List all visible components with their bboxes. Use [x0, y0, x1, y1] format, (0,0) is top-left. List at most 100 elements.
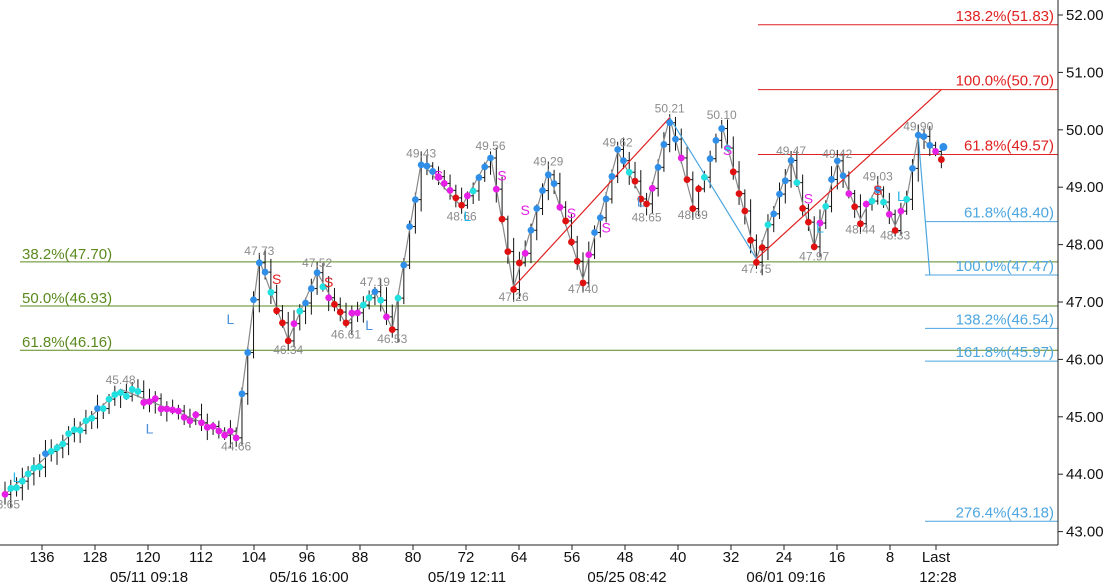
swing-line-3: [917, 135, 931, 276]
indicator-dot: [764, 221, 772, 229]
indicator-dot: [822, 202, 830, 210]
indicator-dot: [70, 426, 78, 434]
indicator-dot: [521, 249, 529, 257]
signal-L-1: L: [146, 420, 154, 436]
indicator-dot: [637, 195, 645, 203]
indicator-dot: [683, 176, 691, 184]
indicator-dot: [492, 185, 500, 193]
indicator-dot: [261, 268, 269, 276]
indicator-dot: [134, 388, 142, 395]
indicator-dot: [53, 444, 61, 452]
swing-line-4: [513, 117, 671, 288]
y-tick-label-4: 47.00: [1066, 294, 1104, 311]
red-level-label-2: 61.8%(49.57): [964, 137, 1054, 154]
x-bar-label-17: Last: [922, 549, 951, 566]
signal-S-10: S: [434, 168, 443, 184]
indicator-dot: [354, 309, 361, 317]
indicator-dot: [417, 161, 425, 169]
y-tick-label-2: 45.00: [1066, 409, 1104, 426]
indicator-dot: [718, 125, 726, 132]
indicator-dot: [302, 299, 309, 307]
indicator-dot: [770, 210, 778, 218]
indicator-dot: [307, 285, 315, 292]
indicator-dot: [7, 485, 15, 492]
indicator-dot: [516, 259, 523, 267]
x-time-label-3: 05/25 08:42: [587, 569, 666, 586]
blue-level-label-1: 100.0%(47.47): [956, 258, 1054, 275]
x-bar-label-5: 96: [299, 549, 316, 566]
indicator-dot: [82, 417, 90, 425]
x-bar-label-3: 112: [189, 549, 213, 566]
signal-L-5: L: [637, 194, 645, 210]
indicator-dot: [140, 399, 148, 406]
blue-level-label-0: 61.8%(48.40): [964, 205, 1054, 222]
indicator-dot: [319, 283, 327, 291]
indicator-dot: [654, 163, 662, 171]
swing-label-26: 48.33: [880, 229, 910, 243]
indicator-dot: [897, 207, 905, 215]
indicator-dot: [377, 296, 385, 304]
indicator-dot: [111, 391, 119, 399]
x-bar-label-15: 16: [829, 549, 846, 566]
indicator-dot: [591, 229, 598, 236]
indicator-dot: [157, 405, 165, 413]
indicator-dot: [903, 195, 911, 203]
signal-S-17: S: [873, 182, 882, 198]
indicator-dot: [539, 187, 546, 194]
indicator-dot: [94, 405, 101, 412]
indicator-dot: [59, 440, 67, 448]
signal-S-16: S: [804, 191, 813, 207]
indicator-dot: [776, 190, 783, 198]
indicator-dot: [799, 204, 807, 212]
y-tick-label-9: 52.00: [1066, 7, 1104, 24]
swing-label-1: 45.48: [106, 373, 136, 387]
indicator-dot: [596, 214, 604, 222]
indicator-dot: [672, 135, 679, 143]
indicator-dot: [568, 238, 575, 246]
indicator-dot: [42, 450, 49, 458]
indicator-dot: [695, 185, 702, 193]
indicator-dot: [839, 172, 847, 180]
indicator-dot: [122, 392, 130, 400]
indicator-dot: [180, 413, 188, 421]
indicator-dot: [336, 308, 344, 316]
indicator-dot: [296, 307, 304, 315]
y-tick-label-3: 46.00: [1066, 351, 1104, 368]
indicator-dot: [215, 427, 223, 435]
swing-label-14: 47.40: [568, 282, 598, 296]
indicator-dot: [221, 431, 229, 439]
indicator-dot: [857, 220, 864, 228]
indicator-dot: [128, 386, 136, 393]
indicator-dot: [13, 484, 20, 492]
price-bar: [308, 278, 314, 315]
swing-label-2: 44.66: [221, 439, 251, 453]
indicator-dot: [579, 279, 587, 287]
indicator-dot: [36, 463, 44, 471]
signal-S-9: S: [324, 274, 333, 290]
indicator-dot: [203, 423, 211, 431]
indicator-dot: [608, 173, 616, 180]
swing-label-4: 46.34: [273, 343, 303, 357]
indicator-dot: [677, 154, 685, 162]
x-bar-label-8: 72: [458, 549, 475, 566]
indicator-dot: [753, 259, 760, 266]
indicator-dot: [76, 426, 84, 434]
signal-S-15: S: [723, 142, 732, 158]
x-time-label-2: 05/19 12:11: [428, 569, 506, 586]
indicator-dot: [891, 227, 899, 234]
swing-label-23: 49.42: [822, 147, 852, 161]
green-level-label-2: 61.8%(46.16): [22, 334, 112, 351]
swing-label-27: 49.90: [903, 120, 933, 134]
indicator-dot: [359, 301, 367, 309]
indicator-dot: [810, 243, 818, 251]
x-bar-label-6: 88: [352, 549, 369, 566]
signal-L-6: L: [816, 219, 824, 235]
signal-S-8: S: [272, 271, 281, 287]
indicator-dot: [325, 294, 333, 302]
indicator-dot: [331, 300, 338, 308]
red-level-label-1: 100.0%(50.70): [956, 73, 1054, 90]
blue-extension-levels: 61.8%(48.40) 100.0%(47.47) 138.2%(46.54) 16…: [925, 205, 1058, 522]
price-bar: [626, 151, 632, 185]
x-bar-label-1: 128: [82, 549, 107, 566]
indicator-dot: [735, 190, 743, 198]
